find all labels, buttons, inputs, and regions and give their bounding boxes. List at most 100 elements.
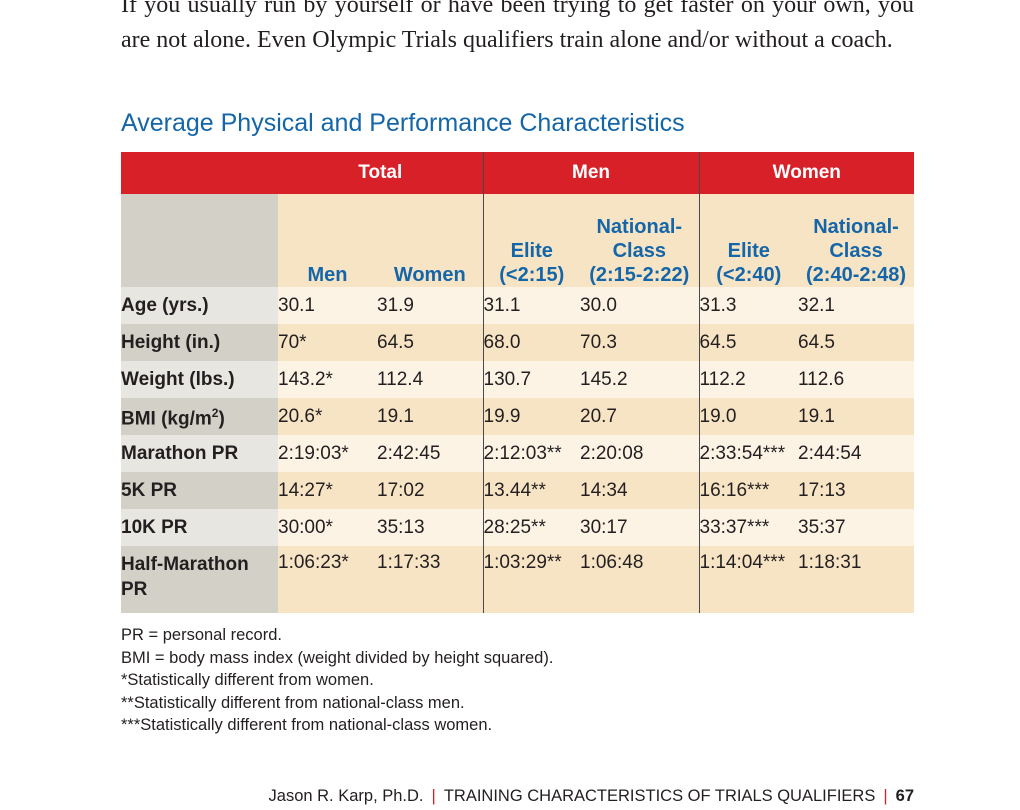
cell-10k-men-elite: 28:25** [482,509,581,546]
footer-chapter: TRAINING CHARACTERISTICS OF TRIALS QUALI… [443,787,876,805]
table-row-bmi: BMI (kg/m2) 20.6* 19.1 19.9 20.7 19.0 19… [121,398,915,435]
row-label-height: Height (in.) [121,324,278,361]
cell-5k-total-women: 17:02 [377,472,484,509]
cell-weight-women-elite: 112.2 [698,361,799,398]
cell-bmi-women-elite: 19.0 [698,398,799,435]
footnote-pr: PR = personal record. [121,626,282,644]
group-header-row: Total Men Women [121,152,915,194]
row-label-10k-pr: 10K PR [121,509,278,546]
table-row-half-marathon-pr: Half-Marathon PR 1:06:23* 1:17:33 1:03:2… [121,546,915,613]
cell-10k-men-national: 30:17 [580,509,700,546]
cell-weight-men-elite: 130.7 [482,361,581,398]
subheader-row: Men Women Elite (<2:15) National- Class … [121,194,915,287]
subheader-total-men: Men [278,194,377,287]
cell-marathon-women-elite: 2:33:54*** [698,435,799,472]
cell-age-women-elite: 31.3 [698,287,799,324]
row-label-weight: Weight (lbs.) [121,361,278,398]
table-row-marathon-pr: Marathon PR 2:19:03* 2:42:45 2:12:03** 2… [121,435,915,472]
table-title: Average Physical and Performance Charact… [121,109,685,137]
cell-age-men-national: 30.0 [580,287,700,324]
row-label-bmi-exponent: 2 [211,406,219,421]
row-label-bmi-base: BMI (kg/m [121,408,212,430]
row-label-5k-pr: 5K PR [121,472,278,509]
cell-age-total-women: 31.9 [377,287,484,324]
cell-height-men-elite: 68.0 [482,324,581,361]
cell-10k-total-men: 30:00* [278,509,377,546]
row-label-half-marathon-pr: Half-Marathon PR [121,546,278,613]
subheader-men-elite-line1: Elite [510,240,553,262]
cell-marathon-total-women: 2:42:45 [377,435,484,472]
cell-5k-men-elite: 13.44** [482,472,581,509]
cell-height-total-women: 64.5 [377,324,484,361]
table-row-10k-pr: 10K PR 30:00* 35:13 28:25** 30:17 33:37*… [121,509,915,546]
cell-bmi-total-women: 19.1 [377,398,484,435]
cell-5k-women-elite: 16:16*** [698,472,799,509]
cell-marathon-men-elite: 2:12:03** [482,435,581,472]
cell-marathon-total-men: 2:19:03* [278,435,377,472]
cell-weight-total-women: 112.4 [377,361,484,398]
cell-half-women-national: 1:18:31 [798,546,915,613]
page-number: 67 [895,787,914,805]
subheader-women-national-line3: (2:40-2:48) [806,264,907,286]
row-label-bmi: BMI (kg/m2) [121,398,278,435]
footnote-national-men-significance: **Statistically different from national-… [121,693,465,712]
table-row-5k-pr: 5K PR 14:27* 17:02 13.44** 14:34 16:16**… [121,472,915,509]
table-row-weight: Weight (lbs.) 143.2* 112.4 130.7 145.2 1… [121,361,915,398]
footer-separator: | [431,787,436,805]
subheader-total-women: Women [377,194,484,287]
subheader-women-national-line2: Class [829,240,883,262]
cell-half-total-women: 1:17:33 [377,546,484,613]
cell-weight-women-national: 112.6 [798,361,915,398]
cell-age-women-national: 32.1 [798,287,915,324]
cell-10k-women-elite: 33:37*** [698,509,799,546]
cell-height-men-national: 70.3 [580,324,700,361]
page-footer: Jason R. Karp, Ph.D. | TRAINING CHARACTERI… [269,787,914,806]
cell-weight-men-national: 145.2 [580,361,700,398]
footer-author: Jason R. Karp, Ph.D. [268,787,424,805]
cell-bmi-women-national: 19.1 [798,398,915,435]
cell-half-total-men: 1:06:23* [278,546,377,613]
subheader-men-elite-line2: (<2:15) [499,264,565,286]
cell-5k-men-national: 14:34 [580,472,700,509]
cell-10k-total-women: 35:13 [377,509,484,546]
characteristics-table: Total Men Women Men Women Elite (<2:15) … [121,152,915,613]
subheader-men-national: National- Class (2:15-2:22) [580,194,700,287]
cell-10k-women-national: 35:37 [798,509,915,546]
cell-half-men-elite: 1:03:29** [482,546,581,613]
subheader-corner [121,194,278,287]
table-row-age: Age (yrs.) 30.1 31.9 31.1 30.0 31.3 32.1 [121,287,915,324]
footnote-women-significance: *Statistically different from women. [121,671,374,689]
row-label-bmi-tail: ) [218,408,225,430]
intro-text: If you usually run by yourself or have b… [121,0,914,53]
table-row-height: Height (in.) 70* 64.5 68.0 70.3 64.5 64.… [121,324,915,361]
subheader-men-national-line1: National- [596,216,683,238]
group-header-blank [121,152,278,194]
cell-bmi-total-men: 20.6* [278,398,377,435]
footer-separator-2: | [883,787,888,805]
subheader-women-national: National- Class (2:40-2:48) [798,194,915,287]
cell-height-total-men: 70* [278,324,377,361]
group-header-women: Women [698,152,915,194]
cell-bmi-men-elite: 19.9 [482,398,581,435]
row-label-age: Age (yrs.) [121,287,278,324]
subheader-women-elite: Elite (<2:40) [698,194,799,287]
row-label-marathon-pr: Marathon PR [121,435,278,472]
group-header-men: Men [482,152,700,194]
cell-5k-women-national: 17:13 [798,472,915,509]
cell-half-men-national: 1:06:48 [580,546,700,613]
cell-marathon-women-national: 2:44:54 [798,435,915,472]
subheader-men-elite: Elite (<2:15) [482,194,581,287]
footnote-bmi: BMI = body mass index (weight divided by… [121,648,554,667]
cell-age-total-men: 30.1 [278,287,377,324]
subheader-women-elite-line1: Elite [727,240,770,262]
cell-weight-total-men: 143.2* [278,361,377,398]
subheader-women-national-line1: National- [813,216,899,238]
cell-marathon-men-national: 2:20:08 [580,435,700,472]
cell-5k-total-men: 14:27* [278,472,377,509]
intro-paragraph: If you usually run by yourself or have b… [121,0,914,58]
cell-height-women-elite: 64.5 [698,324,799,361]
footnote-national-women-significance: ***Statistically different from national… [121,716,493,734]
subheader-women-elite-line2: (<2:40) [716,264,782,286]
cell-bmi-men-national: 20.7 [580,398,700,435]
group-header-total: Total [278,152,484,194]
